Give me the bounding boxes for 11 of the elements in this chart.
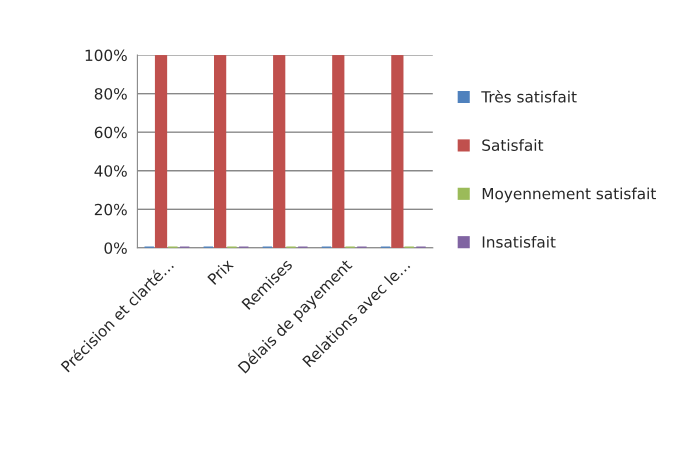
y-tick-label: 40%	[94, 165, 127, 177]
legend-label: Insatisfait	[482, 236, 556, 248]
y-tick-label: 100%	[86, 50, 127, 62]
y-tick-label: 0%	[104, 242, 127, 254]
y-tick-label: 60%	[94, 126, 127, 138]
y-tick-label: 80%	[94, 88, 127, 100]
x-tick-label: Prix	[206, 258, 234, 285]
legend-label: Très satisfait	[481, 90, 577, 103]
legend-label: Moyennement satisfait	[482, 188, 656, 202]
legend-label: Satisfait	[482, 139, 544, 151]
y-tick-label: 20%	[94, 204, 127, 216]
